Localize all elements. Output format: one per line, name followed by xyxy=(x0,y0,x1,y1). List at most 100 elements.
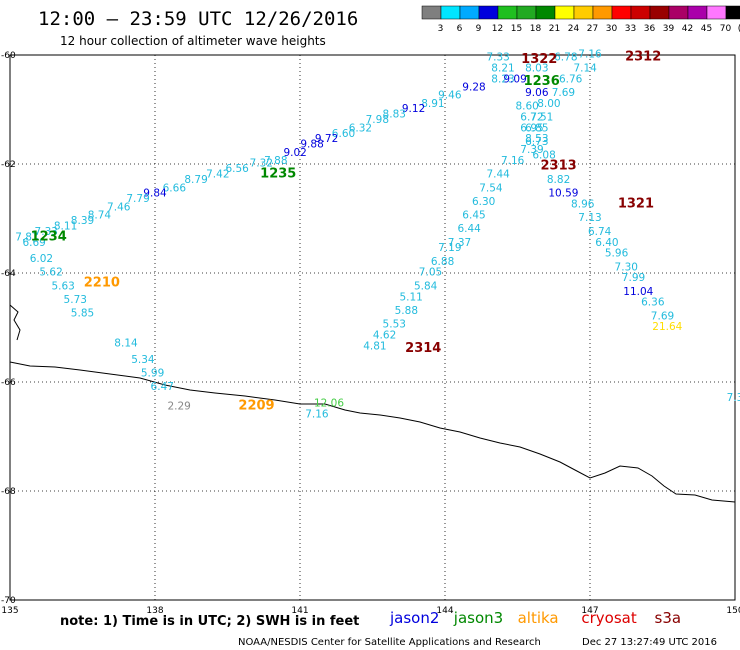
satellite-legend: jason2 jason3 altika cryosat s3a xyxy=(389,609,681,627)
wave-height-value: 6.73 xyxy=(525,136,548,148)
wave-height-value: 7.3 xyxy=(727,392,740,404)
colorbar-swatch xyxy=(687,5,708,20)
track-time-label: 2312 xyxy=(625,49,661,64)
wave-height-value: 6.32 xyxy=(349,122,372,134)
wave-height-value: 6.30 xyxy=(472,196,495,208)
wave-height-value: 6.72 xyxy=(520,111,543,123)
wave-height-value: 9.06 xyxy=(525,87,549,99)
wave-height-value: 7.16 xyxy=(578,49,602,61)
colorbar-label: 21 xyxy=(549,24,560,34)
lon-tick-label: 138 xyxy=(146,606,163,616)
lon-tick-label: 141 xyxy=(291,606,308,616)
wave-height-value: 7.33 xyxy=(35,226,58,238)
track-time-label: 2210 xyxy=(84,276,120,291)
satellite-legend-jason2: jason2 xyxy=(389,609,439,627)
wave-height-value: 8.79 xyxy=(184,174,207,186)
lat-tick-label: -66 xyxy=(1,378,16,388)
colorbar-swatch xyxy=(573,5,594,20)
colorbar-swatch xyxy=(440,5,461,20)
track-time-label: 2313 xyxy=(540,158,576,173)
colorbar-label: 33 xyxy=(625,24,636,34)
axis-ticks: 135 138 141 144 147 150 -60 -62 -64 -66 -68 -70 xyxy=(1,51,740,616)
colorbar-swatch xyxy=(497,5,518,20)
wave-height-value: 8.74 xyxy=(88,210,112,222)
wave-height-value: 8.39 xyxy=(71,215,94,227)
colorbar-swatch xyxy=(706,5,727,20)
colorbar-swatch xyxy=(611,5,632,20)
colorbar-label: 24 xyxy=(568,24,580,34)
wave-height-value: 5.11 xyxy=(399,291,422,303)
wave-height-value: 5.73 xyxy=(64,294,87,306)
wave-height-value: 6.76 xyxy=(559,73,583,85)
colorbar-label: 15 xyxy=(511,24,522,34)
map-frame xyxy=(9,54,736,601)
wave-height-value: 7.19 xyxy=(438,242,461,254)
wave-height-value: 5.63 xyxy=(51,280,74,292)
wave-height-value: 5.85 xyxy=(71,308,94,320)
wave-height-value: 7.44 xyxy=(486,169,510,181)
wave-height-value: 6.69 xyxy=(22,237,45,249)
wave-height-value: 7.16 xyxy=(305,408,329,420)
wave-height-value: 6.56 xyxy=(225,163,249,175)
wave-height-value: 5.62 xyxy=(39,267,62,279)
colorbar-label: (ft) xyxy=(738,24,740,34)
colorbar-swatch xyxy=(592,5,613,20)
footer-timestamp: Dec 27 13:27:49 UTC 2016 xyxy=(582,637,717,648)
colorbar-label: 36 xyxy=(644,24,656,34)
wave-height-value: 2.29 xyxy=(167,400,190,412)
lat-tick-label: -62 xyxy=(1,160,16,170)
wave-height-value: 7.32 xyxy=(250,158,273,170)
colorbar-label: 3 xyxy=(438,24,444,34)
satellite-legend-s3a: s3a xyxy=(655,609,682,627)
coastline-inlet xyxy=(9,304,21,341)
wave-height-value: 8.00 xyxy=(537,98,560,110)
wave-height-value: 7.69 xyxy=(651,310,674,322)
colorbar-label: 70 xyxy=(720,24,732,34)
wave-height-value: 8.21 xyxy=(491,62,514,74)
wave-height-value: 6.08 xyxy=(532,150,555,162)
lat-tick-label: -64 xyxy=(1,269,16,279)
wave-height-value: 5.88 xyxy=(395,305,418,317)
wave-height-value: 7.69 xyxy=(552,87,575,99)
wave-height-value: 9.28 xyxy=(462,81,485,93)
wave-height-value: 9.09 xyxy=(503,73,526,85)
wave-height-value: 9.02 xyxy=(283,147,306,159)
footer-credit: NOAA/NESDIS Center for Satellite Applica… xyxy=(238,637,541,648)
wave-height-value: 4.81 xyxy=(363,340,386,352)
colorbar-swatch xyxy=(668,5,689,20)
colorbar-swatch xyxy=(478,5,499,20)
wave-height-value: 5.84 xyxy=(414,280,438,292)
colorbar-swatch xyxy=(459,5,480,20)
lon-tick-label: 147 xyxy=(581,606,598,616)
colorbar-swatch xyxy=(516,5,537,20)
satellite-legend-jason3: jason3 xyxy=(453,609,503,627)
wave-height-value: 6.66 xyxy=(163,182,187,194)
wave-height-value: 8.53 xyxy=(525,133,548,145)
wave-height-value: 6.40 xyxy=(595,237,618,249)
wave-height-value: 9.72 xyxy=(315,133,338,145)
track-time-label: 1321 xyxy=(618,197,654,212)
wave-height-value: 5.34 xyxy=(131,354,155,366)
wave-height-value: 6.74 xyxy=(588,226,612,238)
wave-height-value: 4.62 xyxy=(373,329,396,341)
footer-note: note: 1) Time is in UTC; 2) SWH is in fe… xyxy=(60,614,359,629)
colorbar-label: 27 xyxy=(587,24,598,34)
wave-height-value: 6.60 xyxy=(332,128,355,140)
track-time-label: 1322 xyxy=(521,52,557,67)
track-time-label: 1236 xyxy=(524,74,560,89)
wave-height-value: 7.16 xyxy=(501,155,525,167)
wave-height-value: 21.64 xyxy=(652,321,682,333)
wave-height-value: 7.51 xyxy=(530,111,553,123)
wave-height-value: 7.98 xyxy=(366,114,389,126)
map-title: 12:00 – 23:59 UTC 12/26/2016 xyxy=(38,8,358,30)
colorbar-label: 12 xyxy=(492,24,503,34)
lat-tick-label: -68 xyxy=(1,487,16,497)
wave-height-value: 8.83 xyxy=(383,109,406,121)
colorbar-label: 39 xyxy=(663,24,675,34)
lon-tick-label: 135 xyxy=(1,606,18,616)
antarctic-coastline xyxy=(9,361,736,503)
wave-height-value: 8.11 xyxy=(54,220,77,232)
track-labels: 1322 2312 1236 2313 1321 1235 1234 2210 2314 2209 xyxy=(31,49,662,413)
wave-height-value: 8.91 xyxy=(421,98,444,110)
